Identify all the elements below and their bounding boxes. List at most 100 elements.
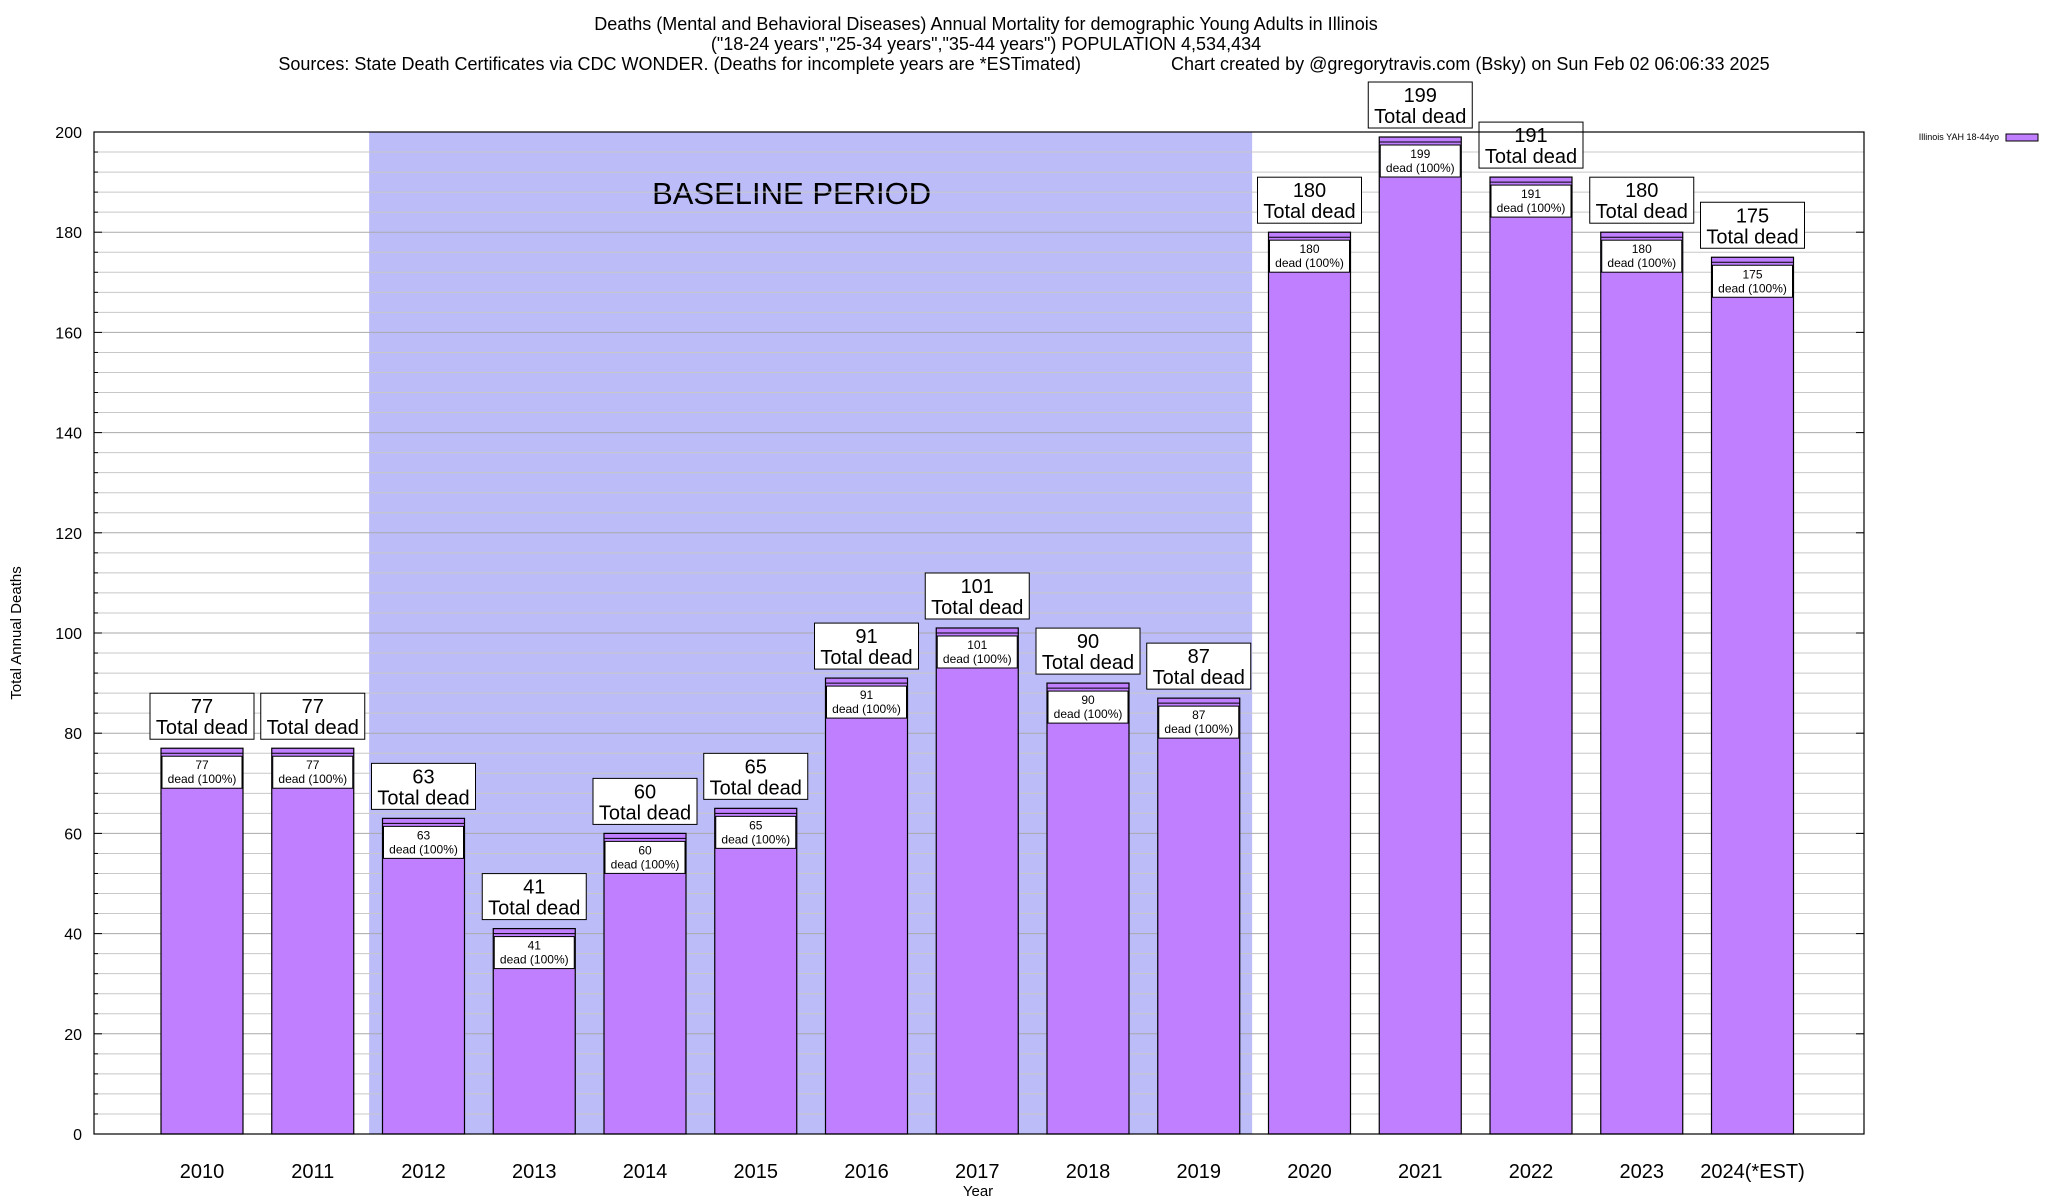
inner-label-value: 77: [306, 758, 320, 772]
bar: [1378, 136, 1462, 1135]
x-tick-label: 2024(*EST): [1700, 1161, 1805, 1183]
inner-label-text: dead (100%): [1386, 161, 1455, 175]
total-label-text: Total dead: [931, 597, 1023, 619]
legend: Illinois YAH 18-44yo: [1919, 132, 2039, 142]
y-tick-label: 120: [55, 526, 82, 543]
total-label-value: 180: [1625, 180, 1658, 202]
inner-label-value: 180: [1299, 242, 1319, 256]
total-label-value: 65: [745, 756, 767, 778]
y-axis-title: Total Annual Deaths: [8, 566, 25, 699]
y-tick-label: 60: [64, 826, 82, 843]
y-tick-label: 40: [64, 927, 82, 944]
inner-label-text: dead (100%): [721, 832, 790, 846]
inner-label-box: [604, 840, 686, 874]
inner-label-box: [493, 936, 575, 970]
x-axis-title: Year: [963, 1183, 993, 1200]
inner-label-text: dead (100%): [832, 702, 901, 716]
inner-label-text: dead (100%): [1607, 256, 1676, 270]
inner-label-box: [1601, 239, 1683, 273]
total-label-text: Total dead: [1706, 226, 1798, 248]
total-label-value: 199: [1404, 85, 1437, 107]
total-label-box: [1589, 176, 1695, 224]
y-tick-label: 200: [55, 125, 82, 142]
inner-label-box: [826, 685, 907, 719]
bars: [160, 136, 1795, 1135]
bar: [603, 832, 687, 1135]
x-tick-label: 2018: [1066, 1161, 1111, 1183]
total-label-text: Total dead: [267, 717, 359, 739]
chart-title-line-1: Deaths (Mental and Behavioral Diseases) …: [594, 14, 1378, 34]
baseline-band-label: BASELINE PERIOD: [652, 176, 931, 211]
total-label-box: [814, 622, 919, 670]
inner-label-text: dead (100%): [389, 842, 458, 856]
inner-label-value: 90: [1081, 693, 1095, 707]
inner-label-box: [1379, 144, 1461, 178]
total-label-box: [1257, 176, 1362, 224]
total-label-box: [592, 777, 698, 825]
inner-label-box: [1712, 264, 1793, 298]
inner-label-box: [936, 635, 1018, 669]
total-label-text: Total dead: [1485, 146, 1577, 168]
inner-label-value: 87: [1192, 708, 1206, 722]
x-tick-label: 2017: [955, 1161, 1000, 1183]
inner-label-text: dead (100%): [278, 772, 347, 786]
y-tick-label: 160: [55, 325, 82, 342]
inner-label-text: dead (100%): [611, 857, 680, 871]
total-label-value: 90: [1077, 631, 1099, 653]
x-tick-label: 2016: [844, 1161, 889, 1183]
x-tick-label: 2011: [291, 1161, 334, 1183]
total-label-text: Total dead: [488, 898, 580, 920]
total-label-value: 41: [523, 877, 545, 899]
y-tick-label: 80: [64, 726, 82, 743]
bar: [1157, 697, 1241, 1135]
x-tick-label: 2023: [1620, 1161, 1665, 1183]
inner-label-value: 65: [749, 818, 763, 832]
total-label-text: Total dead: [156, 717, 248, 739]
total-label-box: [1035, 627, 1141, 675]
inner-label-value: 77: [195, 758, 209, 772]
bar: [935, 627, 1019, 1135]
inner-label-text: dead (100%): [1164, 722, 1233, 736]
x-tick-label: 2019: [1177, 1161, 1222, 1183]
bar: [1489, 176, 1573, 1135]
total-label-box: [371, 762, 476, 810]
total-label-value: 87: [1188, 646, 1210, 668]
x-tick-label: 2022: [1509, 1161, 1554, 1183]
inner-label-value: 180: [1632, 242, 1652, 256]
inner-label-box: [161, 755, 243, 789]
chart-title-line-2: ("18-24 years","25-34 years","35-44 year…: [710, 34, 1262, 54]
x-tick-label: 2021: [1398, 1161, 1443, 1183]
total-label-text: Total dead: [820, 647, 912, 669]
x-tick-label: 2014: [623, 1161, 668, 1183]
inner-label-value: 60: [638, 843, 652, 857]
total-label-text: Total dead: [1374, 106, 1466, 128]
total-label-text: Total dead: [1153, 667, 1245, 689]
y-tick-label: 140: [55, 426, 82, 443]
legend-label: Illinois YAH 18-44yo: [1919, 132, 1999, 142]
inner-label-text: dead (100%): [943, 652, 1012, 666]
x-tick-label: 2015: [734, 1161, 779, 1183]
x-tick-label: 2010: [180, 1161, 225, 1183]
total-label-value: 191: [1514, 125, 1547, 147]
total-label-text: Total dead: [710, 777, 802, 799]
y-tick-label: 20: [64, 1027, 82, 1044]
bar: [381, 817, 466, 1135]
total-label-box: [481, 873, 587, 921]
total-label-text: Total dead: [377, 787, 469, 809]
axes: 2010 2011 2012 2013 2014 2015 2016 2017 2018 2019…: [8, 125, 1865, 1200]
total-label-text: Total dead: [1042, 652, 1134, 674]
total-label-box: [703, 752, 809, 800]
inner-label-box: [1047, 690, 1129, 724]
inner-label-box: [1269, 239, 1350, 273]
bar: [1710, 256, 1795, 1135]
bar: [1267, 231, 1352, 1135]
bar: [824, 677, 909, 1135]
inner-label-text: dead (100%): [1718, 281, 1787, 295]
total-label-text: Total dead: [599, 802, 691, 824]
x-tick-label: 2020: [1287, 1161, 1332, 1183]
inner-label-box: [383, 825, 464, 859]
inner-label-box: [1158, 705, 1240, 739]
inner-label-value: 101: [967, 638, 987, 652]
total-label-box: [1700, 201, 1805, 249]
